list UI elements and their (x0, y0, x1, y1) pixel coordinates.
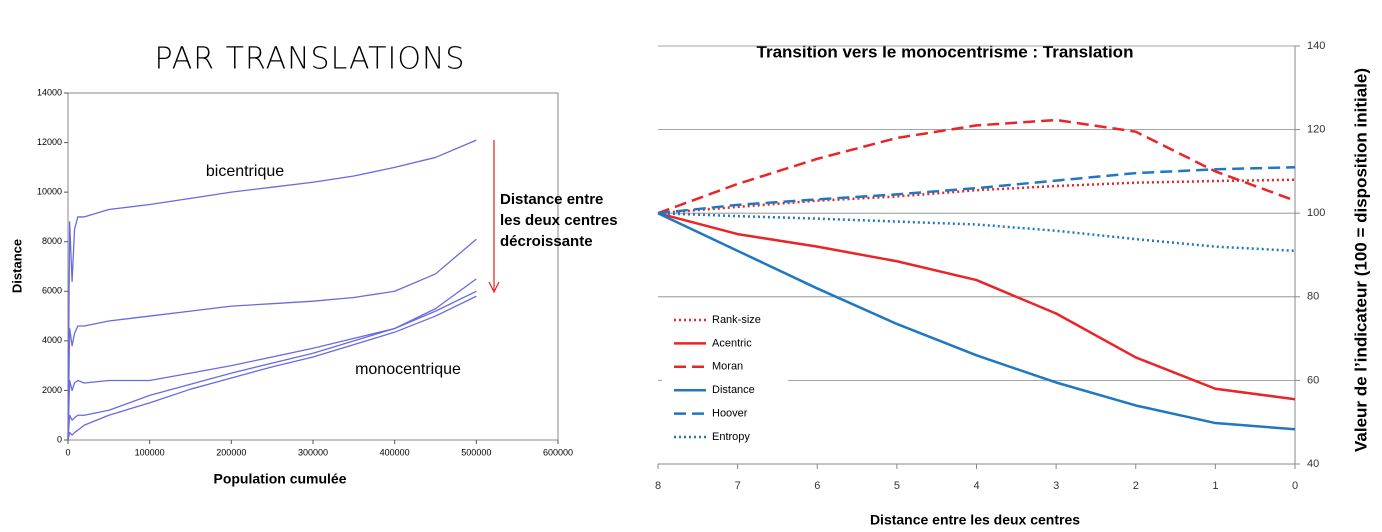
y-tick-label: 8000 (42, 236, 62, 246)
legend-label: Entropy (712, 431, 750, 443)
x-tick-label: 600000 (543, 447, 573, 457)
series-line (67, 139, 477, 441)
y-axis-label: Valeur de l’indicateur (100 = dispositio… (1351, 68, 1370, 452)
y-tick-label: 80 (1307, 291, 1319, 303)
x-tick-label: 100000 (135, 447, 165, 457)
y-tick-label: 2000 (42, 385, 62, 395)
x-tick-label: 2 (1133, 480, 1139, 492)
plot-frame (67, 92, 559, 441)
annotation: bicentrique (206, 163, 284, 180)
x-tick-label: 8 (655, 480, 661, 492)
y-tick-label: 12000 (37, 137, 62, 147)
x-tick-label: 6 (814, 480, 820, 492)
y-tick-label: 0 (57, 434, 62, 444)
x-tick-label: 1 (1212, 480, 1218, 492)
chart-title: Transition vers le monocentrisme : Trans… (757, 42, 1134, 61)
annotation: Distance entre (500, 191, 603, 208)
series-line (657, 118, 1296, 215)
x-tick-label: 0 (65, 447, 70, 457)
y-tick-label: 100 (1307, 207, 1325, 219)
x-tick-label: 7 (735, 480, 741, 492)
y-tick-label: 4000 (42, 335, 62, 345)
chart-title: PAR TRANSLATIONS (155, 42, 466, 77)
x-tick-label: 400000 (380, 447, 410, 457)
series-line (657, 212, 1296, 431)
series-line (67, 238, 477, 441)
y-tick-label: 14000 (37, 87, 62, 97)
legend-label: Distance (712, 384, 755, 396)
series-line (67, 295, 477, 441)
legend-box (662, 306, 788, 450)
annotation-arrowhead (488, 281, 500, 294)
x-tick-label: 300000 (298, 447, 328, 457)
series-line (657, 211, 1296, 253)
y-tick-label: 40 (1307, 458, 1319, 470)
x-tick-label: 200000 (216, 447, 246, 457)
x-axis-label: Distance entre les deux centres (870, 512, 1080, 528)
series-line (657, 178, 1296, 215)
legend-label: Acentric (712, 337, 752, 349)
y-tick-label: 120 (1307, 124, 1325, 136)
series-line (657, 165, 1296, 215)
y-tick-label: 60 (1307, 374, 1319, 386)
annotation: décroissante (500, 233, 593, 250)
x-tick-label: 3 (1053, 480, 1059, 492)
x-tick-label: 5 (894, 480, 900, 492)
y-tick-label: 6000 (42, 286, 62, 296)
legend-label: Rank-size (712, 314, 761, 326)
series-line (67, 278, 477, 441)
x-tick-label: 500000 (461, 447, 491, 457)
x-tick-label: 4 (973, 480, 979, 492)
x-tick-label: 0 (1292, 480, 1298, 492)
x-axis-label: Population cumulée (213, 471, 346, 487)
legend-label: Hoover (712, 408, 748, 420)
y-tick-label: 140 (1307, 40, 1325, 52)
legend-label: Moran (712, 361, 743, 373)
series-line (67, 290, 477, 441)
y-tick-label: 10000 (37, 187, 62, 197)
annotation: les deux centres (500, 212, 618, 229)
y-axis-label: Distance (9, 239, 24, 293)
annotation: monocentrique (355, 361, 461, 378)
series-line (657, 211, 1296, 401)
